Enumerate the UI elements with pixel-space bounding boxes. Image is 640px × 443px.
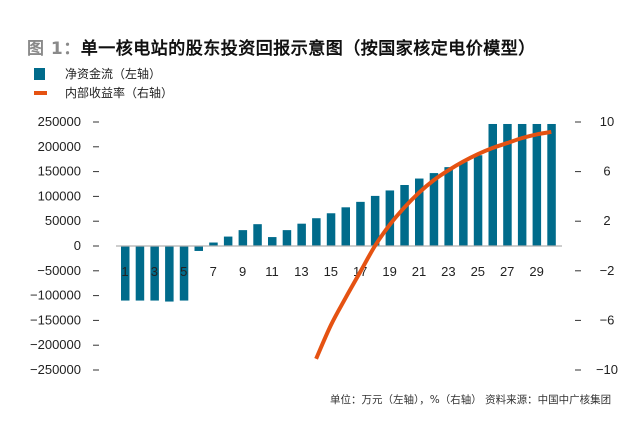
y-left-tick-label: −200000 (30, 337, 81, 352)
bar-net-cash-flow (209, 242, 218, 246)
x-tick-label: 9 (239, 264, 246, 279)
footer-note: 单位：万元（左轴），%（右轴） 资料来源：中国中广核集团 (330, 394, 612, 406)
bar-net-cash-flow (150, 246, 159, 301)
title-prefix: 图 1： (27, 39, 81, 59)
x-tick-label: 25 (471, 264, 485, 279)
bar-net-cash-flow (459, 161, 468, 246)
y-right-tick-label: 2 (603, 213, 610, 228)
x-tick-label: 15 (324, 264, 338, 279)
title-main: 单一核电站的股东投资回报示意图（按国家核定电价模型） (80, 39, 536, 59)
bar-net-cash-flow (253, 224, 262, 246)
x-tick-label: 5 (180, 264, 187, 279)
y-right-tick-label: −10 (596, 362, 618, 377)
bar-net-cash-flow (194, 246, 203, 251)
bar-net-cash-flow (297, 223, 306, 246)
y-right-tick-label: −2 (600, 263, 615, 278)
x-tick-label: 3 (151, 264, 158, 279)
bar-net-cash-flow (268, 237, 277, 246)
y-left-tick-label: 50000 (45, 213, 81, 228)
x-tick-label: 27 (500, 264, 514, 279)
y-left-tick-label: 0 (74, 238, 81, 253)
y-left-tick-label: −250000 (30, 362, 81, 377)
bar-net-cash-flow (547, 123, 556, 246)
x-tick-label: 21 (412, 264, 426, 279)
y-left-tick-label: 250000 (38, 114, 81, 129)
bar-net-cash-flow (326, 213, 336, 246)
bar-net-cash-flow (165, 246, 174, 302)
bar-net-cash-flow (238, 230, 248, 246)
legend-label: 净资金流（左轴） (65, 67, 162, 81)
bar-net-cash-flow (312, 218, 321, 246)
x-tick-label: 19 (382, 264, 396, 279)
y-left-tick-label: −50000 (37, 263, 81, 278)
legend-label: 内部收益率（右轴） (65, 86, 174, 100)
bar-net-cash-flow (517, 123, 527, 246)
y-left-tick-label: 200000 (38, 139, 81, 154)
legend-line-swatch (34, 90, 47, 95)
bar-net-cash-flow (356, 201, 365, 246)
bar-net-cash-flow (488, 123, 497, 246)
y-right-tick-label: 10 (600, 114, 614, 129)
bar-net-cash-flow (223, 236, 233, 246)
x-tick-label: 1 (121, 264, 128, 279)
bar-net-cash-flow (385, 190, 395, 246)
chart-title: 图 1：单一核电站的股东投资回报示意图（按国家核定电价模型） (27, 34, 536, 59)
line-irr (314, 129, 552, 360)
bar-net-cash-flow (429, 173, 439, 246)
bar-net-cash-flow (532, 123, 542, 246)
legend-item-bar: 净资金流（左轴） (34, 65, 161, 82)
bar-net-cash-flow (179, 246, 189, 301)
y-right-tick-label: 6 (603, 164, 610, 179)
y-left-tick-label: −150000 (30, 312, 81, 327)
bar-net-cash-flow (400, 184, 409, 246)
bar-net-cash-flow (370, 195, 380, 246)
bar-net-cash-flow (121, 246, 130, 301)
bar-net-cash-flow (135, 246, 145, 301)
legend-item-line: 内部收益率（右轴） (34, 84, 173, 101)
legend-bar-swatch (34, 67, 45, 80)
y-left-tick-label: 100000 (38, 188, 81, 203)
bar-net-cash-flow (503, 123, 512, 246)
bar-net-cash-flow (415, 178, 424, 246)
bar-net-cash-flow (473, 155, 483, 246)
x-tick-label: 23 (441, 264, 455, 279)
x-tick-label: 11 (265, 264, 279, 279)
y-right-tick-label: −6 (600, 312, 615, 327)
bar-net-cash-flow (282, 230, 292, 246)
x-tick-label: 29 (529, 264, 543, 279)
bar-net-cash-flow (341, 207, 350, 246)
x-tick-label: 13 (294, 264, 308, 279)
y-left-tick-label: −100000 (30, 288, 81, 303)
x-tick-label: 7 (210, 264, 217, 279)
y-left-tick-label: 150000 (38, 164, 81, 179)
bar-net-cash-flow (444, 167, 453, 246)
